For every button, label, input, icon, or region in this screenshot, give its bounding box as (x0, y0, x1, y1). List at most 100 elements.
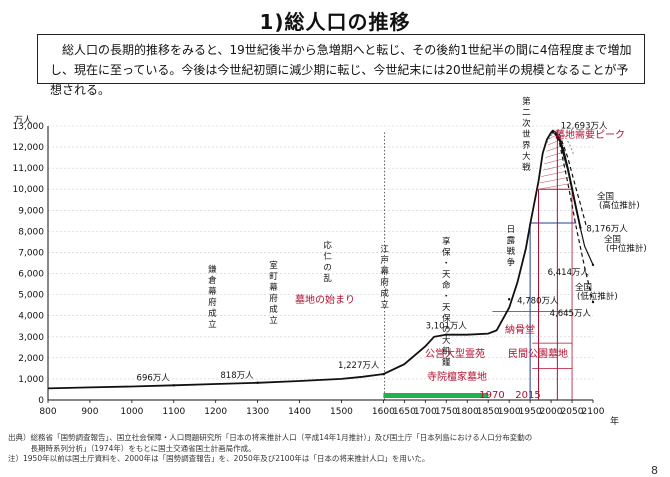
series-line-3 (552, 130, 594, 303)
event-char: 室 (269, 260, 278, 271)
x-tick-label: 1750 (435, 407, 458, 417)
red-annotation: 墓地需要ピーク (555, 128, 625, 141)
event-char: ・ (442, 292, 451, 302)
chart-overlays (383, 130, 577, 400)
legend-sublabel: (中位推計) (606, 243, 647, 254)
event-char: 立 (380, 299, 389, 310)
red-annotation: 寺院檀家墓地 (427, 370, 487, 383)
x-tick-label: 1950 (519, 407, 542, 417)
event-char: 府 (380, 277, 389, 288)
value-point (256, 381, 259, 384)
event-char: 保 (442, 247, 451, 258)
event-char: 保 (442, 313, 451, 324)
red-annotation: 納骨堂 (505, 323, 535, 336)
legend-label: 全国 (604, 234, 621, 245)
y-tick-label: 12,000 (13, 143, 45, 153)
value-label: 696万人 (137, 373, 171, 383)
footnote-source: 出典）総務省「国勢調査報告」、国立社会保障・人口問題研究所「日本の将来推計人口（… (8, 433, 533, 442)
value-label: 4,645万人 (550, 309, 592, 319)
event-char: 成 (380, 288, 389, 299)
event-char: 幕 (269, 282, 278, 293)
y-tick-label: 8,000 (18, 227, 44, 237)
y-tick-label: 9,000 (18, 206, 44, 216)
x-tick-label: 1900 (498, 407, 521, 417)
event-char: の (442, 325, 451, 335)
y-tick-label: 1,000 (18, 375, 44, 385)
event-char: 立 (269, 315, 278, 326)
value-label: 818万人 (220, 371, 254, 381)
x-tick-label: 1850 (477, 407, 500, 417)
value-label: 3,101万人 (426, 322, 468, 332)
population-chart: 万人 0 1,000 2,000 3,000 4,000 5,000 6,000 7,000 8… (13, 96, 647, 426)
event-char: 大 (522, 151, 531, 162)
y-tick-label: 3,000 (18, 333, 44, 343)
event-char: 成 (269, 304, 278, 315)
event-char: 命 (442, 280, 451, 291)
value-point (591, 263, 595, 267)
footnote-note: 注）1950年以前は国土庁資料を、2000年は「国勢調査報告」を、2050年及び… (8, 454, 430, 463)
event-char: 幕 (380, 266, 389, 277)
value-point (172, 384, 175, 387)
event-char: 飢 (442, 346, 451, 357)
event-char: 享 (442, 236, 451, 247)
event-char: 江 (380, 245, 389, 255)
x-tick-label: 900 (81, 407, 98, 417)
red-annotation: 墓地の始まり (295, 293, 355, 306)
event-char: 応 (323, 240, 332, 251)
event-char: 立 (208, 319, 217, 330)
event-char: 界 (522, 141, 531, 151)
x-tick-label: 2100 (582, 407, 605, 417)
event-char: 戦 (507, 246, 516, 257)
y-tick-label: 7,000 (18, 248, 44, 258)
event-char: 大 (442, 335, 451, 346)
event-char: の (323, 263, 332, 273)
y-tick-label: 5,000 (18, 291, 44, 301)
event-char: 二 (522, 108, 531, 118)
x-tick-label: 800 (39, 407, 56, 417)
peak-hatch (539, 176, 571, 184)
event-char: 鎌 (208, 264, 217, 275)
series-line-1 (552, 130, 588, 228)
series-line-0 (47, 129, 582, 390)
chart-series (47, 129, 594, 390)
legend-label: 全国 (597, 191, 614, 202)
red-annotation: 公営大型霊苑 (425, 347, 485, 360)
event-char: ・ (442, 259, 451, 269)
x-tick-label: 1300 (246, 407, 269, 417)
x-tick-label: 1100 (162, 407, 185, 417)
page-number: 8 (651, 464, 658, 477)
event-char: 町 (269, 272, 278, 282)
value-point (507, 298, 511, 301)
x-axis-unit-label: 年 (610, 415, 619, 426)
y-axis-unit-label: 万人 (14, 115, 32, 126)
event-char: 仁 (323, 251, 332, 262)
legend-sublabel: (高位推計) (599, 200, 640, 211)
value-label: 12,693万人 (561, 121, 608, 131)
y-tick-label: 0 (38, 396, 44, 406)
y-tick-label: 4,000 (18, 312, 44, 322)
value-label: 8,176万人 (586, 225, 628, 235)
value-point (382, 372, 385, 376)
event-char: 天 (442, 270, 451, 280)
event-char: 戦 (522, 162, 531, 173)
x-tick-label: 1500 (330, 407, 353, 417)
y-tick-label: 2,000 (18, 354, 44, 364)
event-char: 日 (507, 225, 516, 235)
event-char: 露 (507, 236, 516, 246)
x-tick-label: 1650 (393, 407, 416, 417)
chart-axes: 0 1,000 2,000 3,000 4,000 5,000 6,000 7,000 8,00… (13, 122, 605, 417)
x-tick-label: 2000 (540, 407, 563, 417)
value-point (579, 226, 582, 229)
x-tick-label: 1800 (456, 407, 479, 417)
y-tick-label: 11,000 (13, 164, 45, 174)
event-char: 乱 (323, 273, 332, 284)
x-tick-label: 1000 (120, 407, 143, 417)
page-title: 1)総人口の推移 (259, 10, 411, 34)
x-tick-label: 2050 (561, 407, 584, 417)
value-point (445, 333, 448, 336)
